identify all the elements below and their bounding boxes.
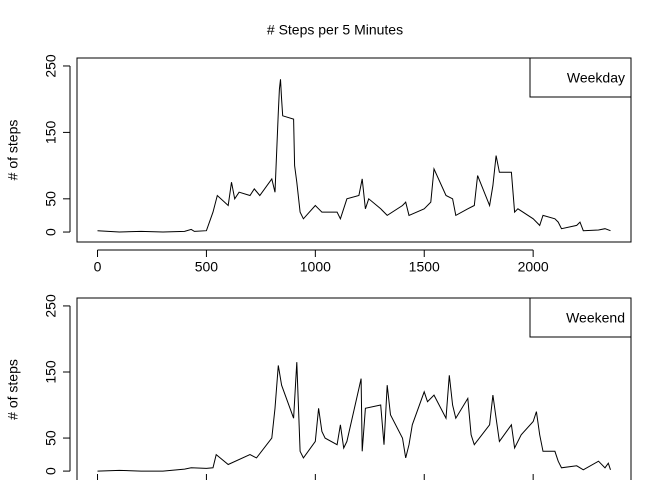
data-line	[97, 362, 611, 472]
y-tick-label: 0	[43, 467, 59, 475]
y-axis-label: # of steps	[5, 120, 21, 181]
y-tick-label: 250	[43, 294, 59, 318]
y-axis-label: # of steps	[5, 359, 21, 420]
y-tick-label: 150	[43, 121, 59, 145]
legend-box	[529, 297, 632, 338]
chart-title: # Steps per 5 Minutes	[267, 22, 403, 38]
y-tick-label: 50	[43, 191, 59, 207]
x-tick-label: 1500	[409, 259, 440, 275]
y-tick-label: 50	[43, 430, 59, 446]
y-tick-label: 0	[43, 228, 59, 236]
plot-frame	[76, 297, 632, 480]
legend-label: Weekday	[567, 70, 625, 86]
legend-label: Weekend	[566, 310, 625, 326]
x-tick-label: 0	[94, 259, 102, 275]
legend-box	[529, 57, 632, 98]
y-tick-label: 150	[43, 360, 59, 384]
data-line	[97, 79, 611, 233]
y-tick-label: 250	[43, 54, 59, 78]
x-tick-label: 1000	[300, 259, 331, 275]
x-tick-label: 2000	[518, 259, 549, 275]
plot-frame	[76, 57, 632, 243]
x-tick-label: 500	[195, 259, 219, 275]
